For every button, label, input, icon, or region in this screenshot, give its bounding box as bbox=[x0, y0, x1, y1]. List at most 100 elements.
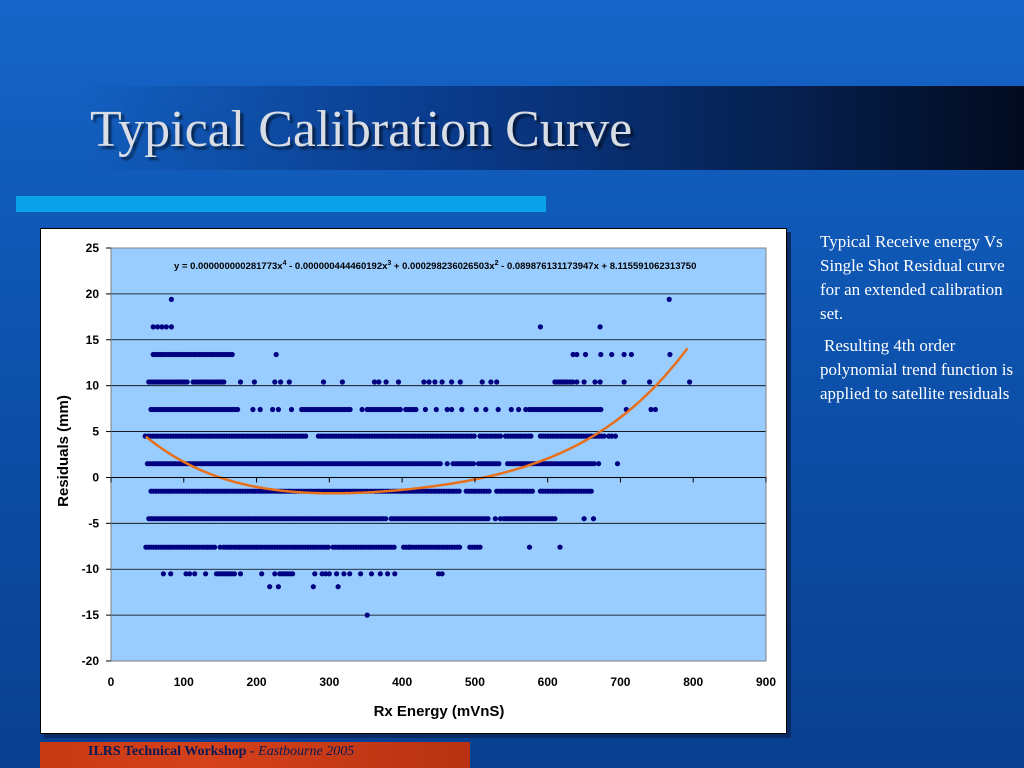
data-point bbox=[310, 584, 316, 590]
footer: ILRS Technical Workshop - Eastbourne 200… bbox=[88, 744, 354, 760]
x-axis-label: Rx Energy (mVnS) bbox=[374, 703, 505, 720]
data-point bbox=[612, 433, 619, 439]
eq-exp-3: 2 bbox=[495, 260, 499, 267]
y-tick-labels: 25 20 15 10 5 0 -5 -10 -15 -20 bbox=[82, 241, 111, 668]
data-point bbox=[581, 516, 587, 522]
data-point bbox=[621, 379, 627, 385]
data-point bbox=[160, 571, 166, 577]
data-point bbox=[426, 379, 432, 385]
data-point bbox=[272, 571, 278, 577]
data-point bbox=[496, 461, 502, 467]
x-tick-900: 900 bbox=[756, 675, 776, 689]
data-point bbox=[597, 379, 603, 385]
y-tick-0: 0 bbox=[92, 470, 99, 484]
data-point bbox=[371, 379, 378, 385]
data-point bbox=[588, 488, 594, 494]
trend-equation: y = 0.000000000281773x4 - 0.000000444460… bbox=[174, 260, 696, 272]
data-point bbox=[516, 406, 522, 413]
data-point bbox=[574, 351, 580, 358]
y-axis-label: Residuals (mm) bbox=[55, 395, 72, 507]
data-point bbox=[237, 571, 244, 577]
data-point bbox=[523, 406, 529, 413]
x-tick-0: 0 bbox=[108, 675, 115, 689]
eq-term-4: - 0.089876131173947x + 8.115591062313750 bbox=[499, 261, 697, 272]
description-paragraph-1: Typical Receive energy Vs Single Shot Re… bbox=[820, 232, 1005, 323]
data-point bbox=[477, 544, 483, 550]
data-point bbox=[392, 571, 398, 577]
y-tick-15: 15 bbox=[86, 333, 100, 347]
data-point bbox=[347, 406, 353, 413]
data-point bbox=[290, 571, 296, 577]
data-point bbox=[323, 571, 329, 577]
data-point bbox=[278, 379, 284, 385]
data-point bbox=[621, 351, 627, 358]
data-point bbox=[590, 516, 597, 522]
data-point bbox=[377, 571, 383, 577]
data-point bbox=[648, 406, 654, 413]
data-point bbox=[485, 516, 491, 522]
data-point bbox=[383, 516, 389, 522]
data-point bbox=[251, 379, 257, 385]
data-point bbox=[457, 544, 463, 550]
data-point bbox=[526, 544, 533, 550]
data-point bbox=[259, 571, 265, 577]
description: Typical Receive energy Vs Single Shot Re… bbox=[820, 230, 1016, 414]
data-point bbox=[570, 351, 576, 358]
data-point bbox=[275, 406, 281, 413]
y-tick-10: 10 bbox=[86, 379, 100, 393]
data-point bbox=[421, 379, 427, 385]
data-point bbox=[449, 379, 455, 385]
data-point bbox=[609, 433, 615, 439]
footer-workshop: ILRS Technical Workshop - bbox=[88, 744, 259, 759]
x-tick-100: 100 bbox=[174, 675, 194, 689]
data-point bbox=[614, 461, 621, 467]
data-point bbox=[335, 584, 341, 590]
data-point bbox=[413, 406, 419, 413]
description-paragraph-2: Resulting 4th order polynomial trend fun… bbox=[820, 336, 1014, 403]
data-point bbox=[457, 379, 463, 385]
data-point bbox=[471, 433, 477, 439]
data-point bbox=[325, 544, 331, 550]
data-point bbox=[494, 379, 500, 385]
data-point bbox=[341, 571, 347, 577]
data-point bbox=[358, 571, 364, 577]
data-point bbox=[368, 571, 375, 577]
data-point bbox=[203, 571, 209, 577]
data-point bbox=[187, 571, 193, 577]
data-point bbox=[528, 433, 534, 439]
data-point bbox=[273, 351, 279, 358]
data-point bbox=[687, 379, 693, 385]
plot-area bbox=[111, 248, 766, 661]
data-point bbox=[237, 379, 244, 385]
data-point bbox=[581, 379, 587, 385]
x-tick-600: 600 bbox=[538, 675, 558, 689]
data-point bbox=[444, 406, 450, 413]
data-point bbox=[483, 406, 489, 413]
data-point bbox=[383, 379, 389, 385]
data-point bbox=[391, 544, 397, 550]
x-tick-500: 500 bbox=[465, 675, 485, 689]
y-tick--5: -5 bbox=[88, 516, 99, 530]
eq-term-1: y = 0.000000000281773x bbox=[174, 261, 283, 272]
plot-border bbox=[110, 247, 767, 662]
data-point bbox=[257, 406, 263, 413]
data-point bbox=[385, 571, 391, 577]
data-point bbox=[497, 516, 503, 522]
data-point bbox=[347, 571, 353, 577]
data-point bbox=[596, 461, 602, 467]
x-tick-labels: 0 100 200 300 400 500 600 700 800 900 bbox=[108, 477, 776, 689]
data-point bbox=[435, 571, 442, 577]
footer-location: Eastbourne 2005 bbox=[258, 744, 355, 759]
x-tick-800: 800 bbox=[683, 675, 703, 689]
data-point bbox=[159, 324, 165, 330]
eq-exp-2: 3 bbox=[387, 260, 391, 267]
data-point bbox=[155, 324, 161, 330]
data-point bbox=[217, 544, 223, 550]
data-point bbox=[529, 488, 535, 494]
slide-title: Typical Calibration Curve bbox=[90, 101, 633, 158]
data-point bbox=[598, 351, 604, 358]
data-point bbox=[168, 324, 174, 330]
scatter-chart: 25 20 15 10 5 0 -5 -10 -15 -20 0 100 200 300 400 500 60… bbox=[55, 241, 776, 720]
chart-frame: 25 20 15 10 5 0 -5 -10 -15 -20 0 100 200 300 400 500 60… bbox=[40, 228, 787, 734]
data-point bbox=[286, 379, 292, 385]
